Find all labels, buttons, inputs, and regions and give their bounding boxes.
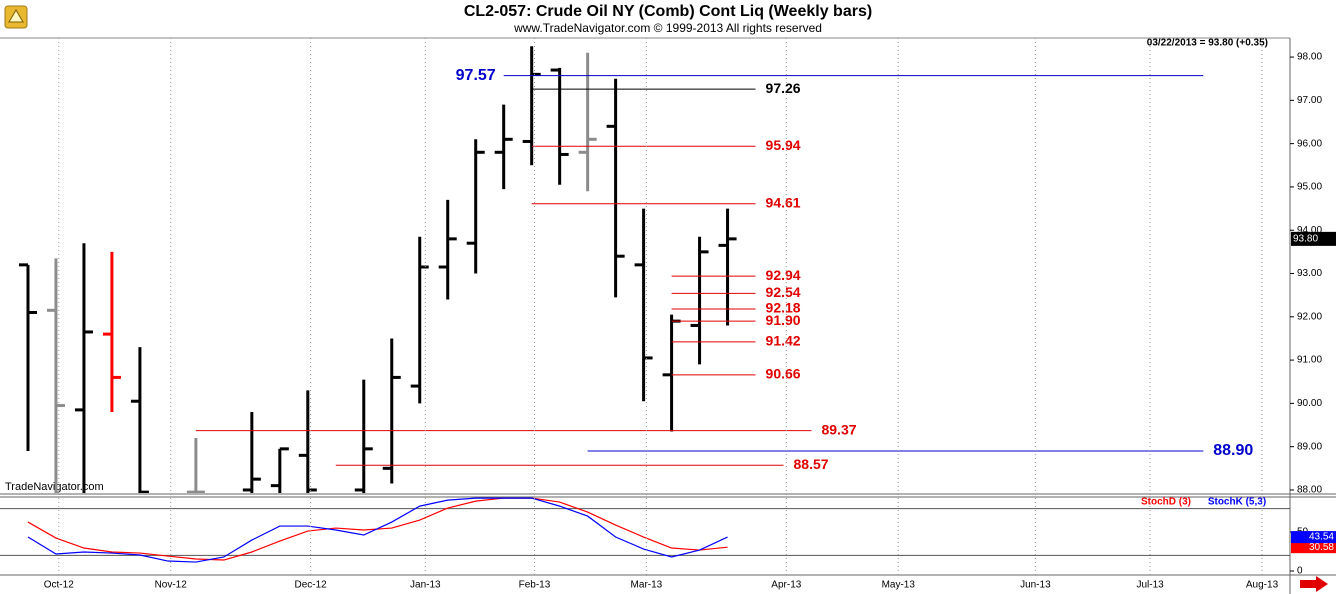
level-label: 92.94 [766, 267, 801, 283]
level-label: 88.57 [794, 456, 829, 472]
last-value-box [1291, 531, 1336, 544]
y-tick-label: 96.00 [1297, 138, 1322, 149]
x-tick-label: Apr-13 [771, 580, 801, 591]
watermark: TradeNavigator.com [5, 481, 104, 493]
level-label: 95.94 [766, 137, 801, 153]
last-value-label: 30.58 [1309, 542, 1334, 553]
price-header: 03/22/2013 = 93.80 (+0.35) [1147, 38, 1268, 49]
level-label: 97.57 [456, 67, 496, 84]
level-label: 92.18 [766, 300, 801, 316]
x-tick-label: Aug-13 [1246, 580, 1279, 591]
x-tick-label: Jun-13 [1020, 580, 1051, 591]
level-label: 91.90 [766, 312, 801, 328]
price-panel [18, 46, 1204, 493]
y-tick-label: 94.00 [1297, 225, 1322, 236]
level-label: 90.66 [766, 366, 801, 382]
level-label: 92.54 [766, 284, 801, 300]
last-value-box [1291, 541, 1336, 554]
x-tick-label: Nov-12 [155, 580, 188, 591]
level-label: 91.42 [766, 333, 801, 349]
y-tick-label: 93.00 [1297, 268, 1322, 279]
level-label: 97.26 [766, 80, 801, 96]
legend-entry: StochK (5,3) [1208, 497, 1266, 508]
y-tick-label: 91.00 [1297, 355, 1322, 366]
x-tick-label: Oct-12 [44, 580, 74, 591]
last-value-label: 43.54 [1309, 532, 1334, 543]
level-label: 89.37 [821, 421, 856, 437]
logo-icon [4, 5, 28, 29]
x-tick-label: Jan-13 [410, 580, 441, 591]
x-tick-label: Feb-13 [519, 580, 551, 591]
x-tick-label: Dec-12 [294, 580, 327, 591]
level-label: 94.61 [766, 195, 801, 211]
y-tick-label: 0 [1297, 566, 1303, 577]
last-price-label: 93.80 [1293, 234, 1318, 245]
stoch-line [27, 497, 728, 563]
x-tick-label: Mar-13 [631, 580, 663, 591]
y-tick-label: 95.00 [1297, 182, 1322, 193]
y-tick-label: 98.00 [1297, 52, 1322, 63]
stoch-panel [0, 497, 1290, 563]
x-tick-label: May-13 [882, 580, 916, 591]
legend-entry: StochD (3) [1141, 497, 1191, 508]
overlay: 98.00 97.00 96.00 95.00 94.00 93.00 92.00 91.00… [456, 52, 1336, 577]
x-tick-label: Jul-13 [1136, 580, 1164, 591]
chart-subtitle: www.TradeNavigator.com © 1999-2013 All r… [513, 21, 822, 35]
y-tick-label: 90.00 [1297, 398, 1322, 409]
chart-title: CL2-057: Crude Oil NY (Comb) Cont Liq (W… [464, 3, 872, 20]
y-tick-label: 89.00 [1297, 441, 1322, 452]
level-label: 88.90 [1213, 442, 1253, 459]
y-tick-label: 92.00 [1297, 311, 1322, 322]
y-tick-label: 88.00 [1297, 485, 1322, 496]
y-tick-label: 97.00 [1297, 95, 1322, 106]
last-price-box [1291, 231, 1336, 246]
scroll-arrow[interactable] [1300, 576, 1328, 592]
